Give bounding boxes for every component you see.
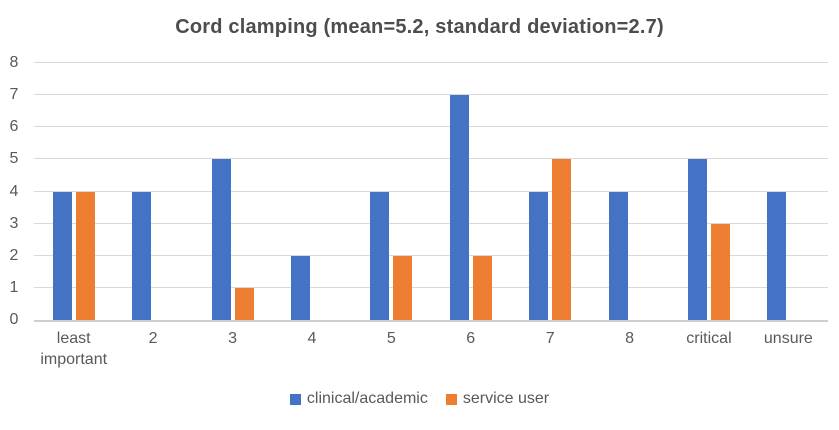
y-tick-label: 1 — [9, 278, 19, 296]
bar — [52, 191, 72, 320]
bar — [710, 223, 730, 320]
x-axis-label: 6 — [466, 330, 476, 347]
bar — [370, 191, 390, 320]
y-tick-label: 6 — [9, 118, 19, 136]
legend: clinical/academic service user — [0, 390, 839, 408]
y-tick-label: 8 — [9, 54, 19, 71]
legend-item: clinical/academic — [289, 390, 428, 408]
gridline — [34, 222, 828, 224]
x-axis-label: 8 — [625, 330, 634, 347]
x-axis: least important 2 3 4 5 6 7 8 critical unsure — [34, 328, 828, 370]
x-axis-label: 7 — [545, 330, 555, 347]
gridline — [34, 94, 828, 96]
gridline — [34, 286, 828, 288]
legend-label: service user — [462, 390, 550, 407]
x-axis-label: 3 — [228, 330, 237, 347]
bar-group — [193, 63, 272, 320]
bar-group — [590, 63, 669, 320]
legend-swatch — [445, 393, 457, 405]
bar — [132, 191, 152, 320]
legend-item: service user — [445, 390, 550, 408]
gridline — [34, 158, 828, 160]
bar-group — [669, 63, 748, 320]
y-tick-label: 5 — [9, 150, 19, 168]
bar-group — [113, 63, 192, 320]
bars-layer — [34, 63, 828, 320]
bar — [767, 191, 787, 320]
bar — [211, 159, 231, 320]
legend-label: clinical/academic — [306, 390, 428, 407]
bar — [393, 255, 413, 320]
y-tick-label: 0 — [9, 311, 19, 328]
bar — [75, 191, 95, 320]
gridline — [34, 254, 828, 256]
y-tick-label: 4 — [9, 182, 19, 200]
chart-title: Cord clamping (mean=5.2, standard deviat… — [175, 16, 664, 38]
bar — [687, 159, 707, 320]
bar — [290, 255, 310, 320]
x-axis-label: critical — [686, 330, 732, 347]
legend-swatch — [289, 393, 301, 405]
x-axis-label: 5 — [386, 330, 396, 347]
bar-group — [431, 63, 510, 320]
bar — [449, 95, 469, 320]
gridline — [34, 62, 828, 63]
x-axis-label: unsure — [763, 330, 813, 347]
bar-group — [34, 63, 113, 320]
bar-group — [352, 63, 431, 320]
bar-group — [510, 63, 589, 320]
bar — [529, 191, 549, 320]
y-tick-label: 7 — [9, 86, 19, 104]
y-tick-label: 2 — [9, 246, 19, 264]
gridline — [34, 126, 828, 128]
plot-area — [34, 62, 828, 322]
bar — [608, 191, 628, 320]
y-tick-label: 3 — [9, 214, 19, 232]
bar — [472, 255, 492, 320]
bar-group — [272, 63, 351, 320]
y-axis: 0 1 2 3 4 5 6 7 8 — [0, 55, 28, 328]
x-axis-label: 4 — [307, 330, 317, 347]
bar — [552, 159, 572, 320]
x-axis-label: 2 — [148, 330, 158, 347]
x-axis-label: least important — [40, 330, 108, 368]
bar — [234, 287, 254, 320]
bar-group — [749, 63, 828, 320]
gridline — [34, 190, 828, 192]
